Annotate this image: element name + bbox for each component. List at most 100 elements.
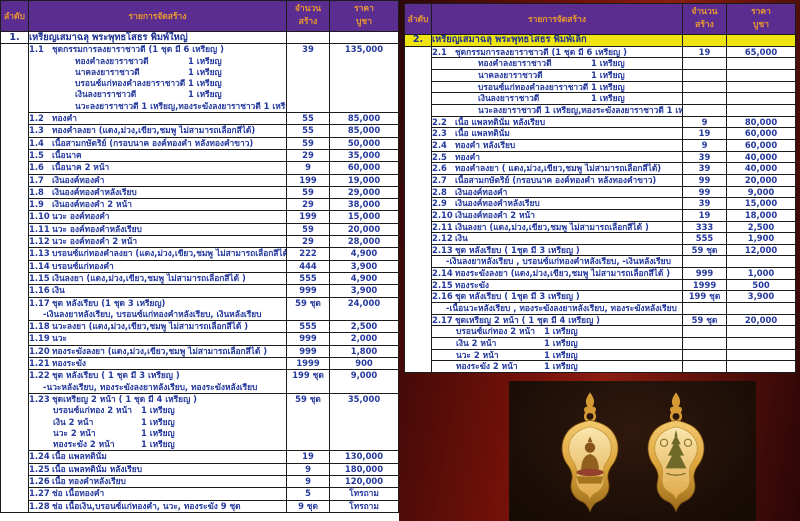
quantity-cell: 9 <box>286 462 330 476</box>
table-row: 2.11 เงินลงยา (แดง,ม่วง,เขียว,ชมพู ไม่สาม… <box>405 220 796 234</box>
item-line: 1.28 ช่อ เนื้อเงิน,บรอนซ์แก่ทองคำ, นวะ, ท… <box>29 500 241 511</box>
item-cell: 2.10 เงินองค์ทองคำ 2 หน้า <box>431 208 683 222</box>
item-cell: 1.1 ชุดกรรมการลงยาราชาวดี (1 ชุด มี 6 เหร… <box>28 43 287 114</box>
section-number: 2. <box>404 34 432 47</box>
price-cell: 3,900 <box>726 290 796 304</box>
price-subcell <box>726 68 796 82</box>
table-row: 2.6 ทองคำลงยา ( แดง,ม่วง,เขียว,ชมพู ไม่สา… <box>405 162 796 175</box>
table-subrow: บรอนซ์แก่ทองคำลงยาราชาวดี 1 เหรียญ <box>405 80 796 94</box>
section-price-cell <box>329 30 399 45</box>
price-subcell <box>726 302 796 315</box>
item-line: 2.11 เงินลงยา (แดง,ม่วง,เขียว,ชมพู ไม่สาม… <box>432 221 649 232</box>
item-cell: 1.15 เงินลงยา (แดง,ม่วง,เขียว,ชมพู ไม่สาม… <box>28 271 287 286</box>
item-cell: 1.23 ชุดเหรียญ 2 หน้า ( 1 ชุด มี 4 เหรียญ… <box>28 392 287 452</box>
item-subcell: บรอนซ์แก่ทองคำลงยาราชาวดี 1 เหรียญ <box>431 80 683 94</box>
quantity-cell: 19 <box>682 45 727 59</box>
quantity-cell: 29 <box>286 235 330 249</box>
item-line: 2.6 ทองคำลงยา ( แดง,ม่วง,เขียว,ชมพู ไม่สา… <box>432 163 662 174</box>
table-row: 1.22 ชุด หลังเรียบ ( 1 ชุด มี 3 เหรียญ ) -… <box>1 369 399 394</box>
row-number: 1.24 <box>29 451 50 462</box>
item-line: 1.27 ช่อ เนื้อทองคำ <box>29 488 105 499</box>
item-line: 2.14 ทองระฆังลงยา (แดง,ม่วง,เขียว,ชมพู ไม… <box>432 268 671 279</box>
sub-item-line: นวะ 2 หน้า 1 เหรียญ <box>456 349 578 360</box>
price-cell: 3,900 <box>329 259 399 273</box>
row-number: 1.5 <box>29 149 44 160</box>
table-subrow: นาคลงยาราชาวดี 1 เหรียญ <box>405 68 796 82</box>
sub-item-name: นวะ 2 หน้า <box>456 349 499 360</box>
quantity-subcell <box>682 103 727 117</box>
quantity-subcell <box>682 337 727 350</box>
item-cell: 1.19 นวะ <box>28 332 287 346</box>
item-cell: 1.26 เนื้อ ทองคำหลังเรียบ <box>28 474 287 489</box>
row-number: 1.1 <box>29 44 44 55</box>
item-line: 2.4 ทองคำ หลังเรียบ <box>432 139 516 150</box>
sub-item-name: ทองคำลงยาราชาวดี <box>75 55 149 66</box>
row-number: 1.7 <box>29 174 44 185</box>
row-number: 2.12 <box>432 233 453 244</box>
row-number: 2.15 <box>432 279 453 290</box>
row-number: 1.21 <box>29 358 50 369</box>
quantity-cell: 39 <box>682 197 727 210</box>
sub-item-line: นวะลงยาราชาวดี 1 เหรียญ,ทองระฆังลงยาราชา… <box>478 104 683 115</box>
section-qty-cell <box>286 30 330 45</box>
row-number: 1.16 <box>29 285 50 296</box>
item-cell: 1.9 เงินองค์ทองคำ 2 หน้า <box>28 198 287 212</box>
price-cell: 2,000 <box>329 332 399 346</box>
item-line: 1.26 เนื้อ ทองคำหลังเรียบ <box>29 475 126 486</box>
item-cell: 2.9 เงินองค์ทองคำหลังเรียบ <box>431 197 683 210</box>
section-price-cell <box>726 34 796 47</box>
item-cell: 1.21 ทองระฆัง <box>28 357 287 371</box>
item-cell: 2.3 เนื้อ แพลทตินั่ม <box>431 127 683 140</box>
table-row: 2.3 เนื้อ แพลทตินั่ม 19 60,000 <box>405 127 796 140</box>
quantity-cell: 9 <box>286 474 330 489</box>
item-cell: 1.5 เนื้อนาค <box>28 148 287 163</box>
sub-item-line: บรอนซ์แก่ทองคำลงยาราชาวดี 1 เหรียญ <box>75 78 222 89</box>
item-cell: 2.15 ทองระฆัง <box>431 278 683 292</box>
price-cell: 15,000 <box>726 197 796 210</box>
quantity-cell: 199 ชุด <box>286 369 330 394</box>
column-header-index: ลำดับ <box>0 0 29 32</box>
price-cell: 85,000 <box>329 124 399 138</box>
quantity-cell: 1999 <box>286 357 330 371</box>
quantity-cell: 39 <box>286 43 330 114</box>
section-number: 1. <box>0 30 29 45</box>
item-subcell: ทองคำลงยาราชาวดี 1 เหรียญ <box>431 57 683 70</box>
quantity-subcell <box>682 302 727 315</box>
item-line: 2.12 เงิน <box>432 233 468 244</box>
item-line: 1.17 ชุด หลังเรียบ (1 ชุด 3 เหรียญ) <box>29 297 166 308</box>
item-cell: 1.24 เนื้อ แพลทตินั่ม <box>28 450 287 464</box>
row-number: 1.2 <box>29 113 44 124</box>
price-cell: 29,000 <box>329 185 399 200</box>
item-line: 1.20 ทองระฆังลงยา (แดง,ม่วง,เขียว,ชมพู ไม… <box>29 345 268 356</box>
price-cell: 15,000 <box>329 210 399 224</box>
row-number: 1.3 <box>29 125 44 136</box>
table-subrow: บรอนซ์แก่ทอง 2 หน้า 1 เหรียญ <box>405 325 796 339</box>
item-cell: 1.2 ทองคำ <box>28 112 287 126</box>
item-cell: 2.12 เงิน <box>431 232 683 245</box>
table-row: 1.5 เนื้อนาค 29 35,000 <box>1 148 399 163</box>
item-cell: 2.17 ชุดเหรียญ 2 หน้า ( 1 ชุด มี 4 เหรียญ… <box>431 313 683 327</box>
quantity-subcell <box>682 360 727 374</box>
item-cell: 1.17 ชุด หลังเรียบ (1 ชุด 3 เหรียญ) -เงินล… <box>28 296 287 322</box>
table-row: 2.7 เนื้อสามกษัตริย์ (กรอบนาค องค์ทองคำ ห… <box>405 173 796 187</box>
row-number: 2.5 <box>432 151 447 162</box>
item-line: 2.17 ชุดเหรียญ 2 หน้า ( 1 ชุด มี 4 เหรียญ… <box>432 314 600 325</box>
quantity-cell: 59 ชุด <box>682 243 727 257</box>
section-title-row: 2. เหรียญเสมาฉลุ พระพุทธโสธร พิมพ์เล็ก <box>404 34 796 47</box>
row-number: 1.15 <box>29 272 50 283</box>
item-cell: 1.20 ทองระฆังลงยา (แดง,ม่วง,เขียว,ชมพู ไม… <box>28 344 287 359</box>
item-line: 1.23 ชุดเหรียญ 2 หน้า ( 1 ชุด มี 4 เหรียญ… <box>29 393 197 404</box>
item-line: 1.25 เนื้อ แพลทตินั่ม หลังเรียบ <box>29 463 143 474</box>
table-subrow: เงินลงยาราชาวดี 1 เหรียญ <box>405 92 796 105</box>
column-header-index: ลำดับ <box>404 3 432 35</box>
item-cell: 2.7 เนื้อสามกษัตริย์ (กรอบนาค องค์ทองคำ ห… <box>431 173 683 187</box>
table-row: 2.15 ทองระฆัง 1999 500 <box>405 278 796 292</box>
price-cell: 3,900 <box>329 284 399 298</box>
quantity-cell: 9 ชุด <box>286 499 330 513</box>
quantity-cell: 199 ชุด <box>682 290 727 304</box>
quantity-cell: 999 <box>286 332 330 346</box>
sub-item-name: บรอนซ์แก่ทอง 2 หน้า <box>456 326 535 337</box>
table-row: 1.12 นวะ องค์ทองคำ 2 หน้า 29 28,000 <box>1 235 399 249</box>
price-subcell <box>726 325 796 339</box>
price-cell: 40,000 <box>726 150 796 164</box>
